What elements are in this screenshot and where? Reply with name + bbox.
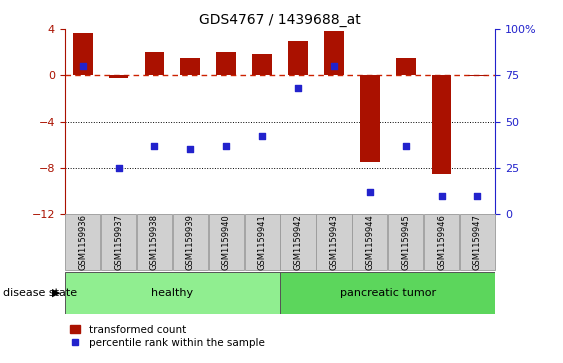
- Text: GSM1159947: GSM1159947: [473, 215, 482, 270]
- Bar: [181, 58, 200, 75]
- FancyBboxPatch shape: [316, 214, 351, 270]
- FancyBboxPatch shape: [424, 214, 459, 270]
- Point: [186, 146, 195, 152]
- Bar: [216, 52, 236, 75]
- FancyBboxPatch shape: [280, 272, 495, 314]
- Point: [473, 193, 482, 199]
- Text: GSM1159936: GSM1159936: [78, 214, 87, 270]
- FancyBboxPatch shape: [460, 214, 495, 270]
- FancyBboxPatch shape: [101, 214, 136, 270]
- FancyBboxPatch shape: [244, 214, 280, 270]
- Bar: [396, 58, 415, 75]
- FancyBboxPatch shape: [65, 214, 100, 270]
- Text: healthy: healthy: [151, 288, 194, 298]
- FancyBboxPatch shape: [173, 214, 208, 270]
- Text: GSM1159945: GSM1159945: [401, 215, 410, 270]
- FancyBboxPatch shape: [209, 214, 244, 270]
- Point: [150, 143, 159, 148]
- FancyBboxPatch shape: [65, 272, 280, 314]
- Text: pancreatic tumor: pancreatic tumor: [339, 288, 436, 298]
- Bar: [360, 75, 379, 162]
- Bar: [432, 75, 452, 174]
- Point: [329, 63, 338, 69]
- Text: GSM1159943: GSM1159943: [329, 215, 338, 270]
- Bar: [109, 75, 128, 78]
- Point: [258, 134, 267, 139]
- Bar: [288, 41, 308, 75]
- Text: ▶: ▶: [52, 288, 61, 298]
- Title: GDS4767 / 1439688_at: GDS4767 / 1439688_at: [199, 13, 361, 26]
- Bar: [73, 33, 92, 75]
- Point: [293, 85, 302, 91]
- Legend: transformed count, percentile rank within the sample: transformed count, percentile rank withi…: [70, 325, 265, 348]
- Point: [78, 63, 87, 69]
- Text: disease state: disease state: [3, 288, 77, 298]
- FancyBboxPatch shape: [280, 214, 316, 270]
- Text: GSM1159937: GSM1159937: [114, 214, 123, 270]
- Text: GSM1159946: GSM1159946: [437, 215, 446, 270]
- Text: GSM1159944: GSM1159944: [365, 215, 374, 270]
- Point: [114, 165, 123, 171]
- Bar: [324, 31, 344, 75]
- Point: [401, 143, 410, 148]
- Bar: [252, 54, 272, 75]
- Bar: [145, 52, 164, 75]
- Point: [437, 193, 446, 199]
- FancyBboxPatch shape: [137, 214, 172, 270]
- Text: GSM1159941: GSM1159941: [258, 215, 267, 270]
- Text: GSM1159938: GSM1159938: [150, 214, 159, 270]
- Point: [222, 143, 231, 148]
- FancyBboxPatch shape: [352, 214, 387, 270]
- Bar: [468, 75, 488, 77]
- FancyBboxPatch shape: [388, 214, 423, 270]
- Point: [365, 189, 374, 195]
- Text: GSM1159940: GSM1159940: [222, 215, 231, 270]
- Text: GSM1159942: GSM1159942: [293, 215, 302, 270]
- Text: GSM1159939: GSM1159939: [186, 215, 195, 270]
